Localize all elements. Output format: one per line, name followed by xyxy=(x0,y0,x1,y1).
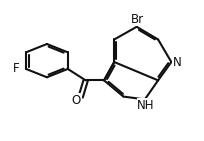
Text: Br: Br xyxy=(131,13,144,26)
Text: O: O xyxy=(72,94,81,107)
Text: N: N xyxy=(173,56,181,69)
Text: F: F xyxy=(13,62,19,75)
Text: NH: NH xyxy=(137,99,155,112)
